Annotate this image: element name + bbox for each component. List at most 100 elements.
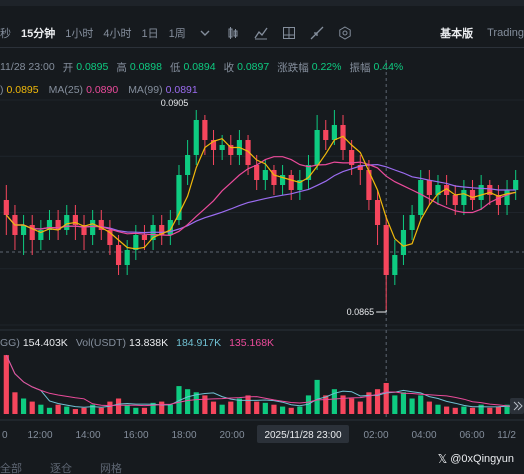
high-value: 0.0898 bbox=[129, 61, 162, 73]
candle-body bbox=[124, 250, 130, 265]
interval-1h[interactable]: 1小时 bbox=[65, 27, 94, 40]
candle-settings-icon[interactable] bbox=[224, 25, 242, 41]
volume-bar bbox=[357, 401, 363, 414]
volume-bar bbox=[159, 401, 165, 414]
high-label: 高 bbox=[116, 61, 127, 74]
tab-isolated[interactable]: 逐仓 bbox=[50, 463, 72, 474]
volume-bar bbox=[409, 398, 415, 414]
tab-grid[interactable]: 网格 bbox=[100, 463, 122, 474]
volume-bar bbox=[331, 389, 337, 414]
volume-bar bbox=[323, 395, 329, 414]
volume-bar bbox=[141, 407, 148, 414]
volume-ma1-line bbox=[5, 354, 516, 408]
volume-bar bbox=[29, 401, 35, 414]
scroll-right-button bbox=[510, 398, 524, 414]
candle-body bbox=[72, 215, 78, 225]
time-axis-label: 2025/11/28 23:00 bbox=[264, 430, 342, 441]
volume-bar bbox=[349, 398, 355, 414]
candle-body bbox=[513, 180, 519, 190]
volume-bar bbox=[20, 398, 27, 414]
ohlc-readout: 11/28 23:00 开 0.0895 高 0.0898 低 0.0894 收 0.0… bbox=[0, 60, 411, 74]
ma7-line bbox=[5, 135, 516, 250]
volume-bar bbox=[469, 407, 476, 414]
volume-bar bbox=[288, 407, 294, 414]
interval-4h[interactable]: 4小时 bbox=[103, 27, 132, 40]
volume-bar bbox=[495, 406, 502, 414]
volume-bar bbox=[46, 407, 53, 414]
candle-body bbox=[349, 150, 355, 165]
volume-bar bbox=[219, 404, 225, 414]
volume-bar bbox=[55, 404, 61, 414]
layout-icon[interactable] bbox=[308, 25, 326, 41]
ma7-value: 0.0895 bbox=[6, 84, 39, 96]
close-value: 0.0897 bbox=[237, 61, 270, 73]
volume-bar bbox=[133, 407, 139, 414]
ma99-line bbox=[5, 163, 516, 234]
candle-body bbox=[305, 165, 312, 180]
open-label: 开 bbox=[62, 61, 74, 74]
interval-1d[interactable]: 1日 bbox=[141, 27, 159, 40]
volume-bar bbox=[98, 407, 104, 414]
volume-bar bbox=[115, 398, 122, 414]
volume-quote-label: Vol(USDT) bbox=[75, 337, 126, 349]
candle-body bbox=[504, 190, 510, 205]
volume-bar bbox=[452, 407, 458, 414]
volume-bar bbox=[426, 401, 432, 414]
chevron-down-icon[interactable] bbox=[196, 25, 214, 41]
volume-bar bbox=[64, 406, 70, 414]
settings-icon[interactable] bbox=[336, 25, 354, 41]
volume-bar bbox=[435, 404, 441, 414]
view-basic-button[interactable]: 基本版 bbox=[440, 28, 474, 40]
drawing-icon[interactable] bbox=[280, 25, 298, 41]
candle-body bbox=[115, 245, 122, 265]
volume-bar bbox=[340, 395, 346, 414]
candle-body bbox=[29, 225, 35, 240]
candle-body bbox=[20, 225, 27, 235]
ma7-label: ) bbox=[0, 84, 4, 96]
volume-bar bbox=[383, 383, 389, 414]
candle-body bbox=[46, 220, 53, 230]
candle-body bbox=[202, 120, 208, 140]
candle-body bbox=[141, 235, 148, 240]
candle-body bbox=[90, 220, 96, 235]
amplitude-value: 0.44% bbox=[373, 61, 404, 73]
candle-body bbox=[245, 140, 251, 165]
candle-body bbox=[366, 170, 372, 200]
time-axis-label: 12:00 bbox=[27, 430, 52, 441]
volume-bar bbox=[124, 404, 130, 414]
interval-15m[interactable]: 15分钟 bbox=[21, 27, 56, 40]
candle-body bbox=[159, 225, 165, 235]
candle-body bbox=[452, 195, 458, 205]
tab-all[interactable]: 全部 bbox=[0, 463, 22, 474]
volume-bar bbox=[150, 402, 156, 414]
candle-body bbox=[323, 130, 329, 140]
time-axis-label: 18:00 bbox=[171, 430, 196, 441]
candle-body bbox=[228, 145, 234, 155]
volume-bar bbox=[185, 389, 191, 414]
candle-body bbox=[271, 170, 277, 185]
interval-1w[interactable]: 1周 bbox=[168, 27, 186, 40]
candle-body bbox=[418, 180, 424, 215]
volume-base-label: GG) bbox=[0, 337, 20, 349]
ma25-value: 0.0890 bbox=[86, 84, 119, 96]
volume-bar bbox=[461, 406, 467, 414]
volume-bar bbox=[107, 401, 113, 414]
author-watermark: 𝕏 @0xQingyun bbox=[438, 452, 514, 466]
bottom-tabs: 全部 逐仓 网格 bbox=[0, 460, 150, 474]
volume-quote-value: 13.838K bbox=[129, 337, 169, 349]
volume-bar bbox=[72, 409, 78, 414]
time-axis-label: 06:00 bbox=[459, 430, 484, 441]
ma-readout: ) 0.0895 MA(25) 0.0890 MA(99) 0.0891 bbox=[0, 83, 208, 97]
candle-body bbox=[409, 215, 415, 230]
interval-seconds[interactable]: 秒 bbox=[0, 27, 11, 40]
time-axis-label: 16:00 bbox=[123, 430, 148, 441]
volume-bar bbox=[38, 404, 44, 414]
high-price-marker: 0.0905 bbox=[161, 98, 189, 108]
volume-bar bbox=[478, 404, 484, 414]
ma99-value: 0.0891 bbox=[165, 84, 198, 96]
view-tradingview-button[interactable]: Trading bbox=[487, 27, 524, 39]
volume-bar bbox=[444, 406, 450, 414]
indicator-icon[interactable] bbox=[252, 25, 270, 41]
volume-bar bbox=[418, 395, 424, 414]
